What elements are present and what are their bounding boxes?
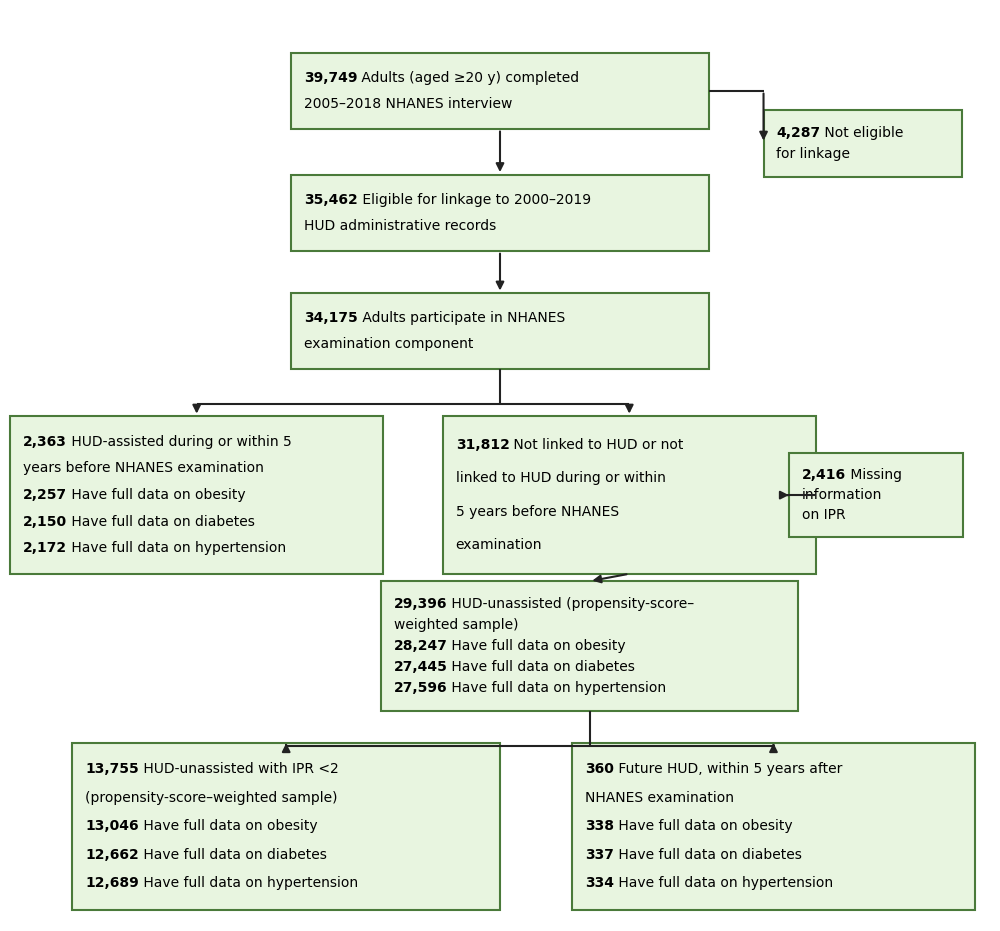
Text: 2,150: 2,150: [23, 515, 67, 529]
Text: 13,046: 13,046: [85, 819, 139, 833]
Text: 12,689: 12,689: [85, 876, 139, 890]
Text: HUD-unassisted with IPR <2: HUD-unassisted with IPR <2: [139, 762, 339, 776]
Text: information: information: [802, 488, 882, 502]
Text: Not linked to HUD or not: Not linked to HUD or not: [509, 439, 684, 452]
Text: 2,257: 2,257: [23, 488, 67, 502]
Text: 39,749: 39,749: [304, 71, 358, 85]
Text: 27,596: 27,596: [394, 681, 447, 695]
Text: 28,247: 28,247: [394, 639, 447, 653]
Text: Have full data on hypertension: Have full data on hypertension: [614, 876, 833, 890]
Text: Have full data on obesity: Have full data on obesity: [614, 819, 792, 833]
Text: Have full data on hypertension: Have full data on hypertension: [447, 681, 666, 695]
Text: examination component: examination component: [304, 337, 473, 351]
FancyBboxPatch shape: [72, 743, 500, 910]
Text: 2,363: 2,363: [23, 435, 67, 449]
Text: years before NHANES examination: years before NHANES examination: [23, 462, 264, 476]
Text: 2,172: 2,172: [23, 542, 67, 556]
Text: Have full data on diabetes: Have full data on diabetes: [67, 515, 255, 529]
FancyBboxPatch shape: [291, 293, 709, 370]
FancyBboxPatch shape: [291, 175, 709, 250]
Text: HUD-unassisted (propensity-score–: HUD-unassisted (propensity-score–: [447, 597, 694, 611]
Text: (propensity-score–weighted sample): (propensity-score–weighted sample): [85, 791, 338, 805]
Text: 29,396: 29,396: [394, 597, 447, 611]
Text: Have full data on diabetes: Have full data on diabetes: [447, 660, 635, 674]
Text: weighted sample): weighted sample): [394, 618, 518, 632]
Text: 2005–2018 NHANES interview: 2005–2018 NHANES interview: [304, 97, 512, 111]
Text: HUD-assisted during or within 5: HUD-assisted during or within 5: [67, 435, 292, 449]
Text: Have full data on hypertension: Have full data on hypertension: [67, 542, 286, 556]
Text: Have full data on obesity: Have full data on obesity: [447, 639, 626, 653]
Text: 4,287: 4,287: [776, 126, 821, 140]
FancyBboxPatch shape: [443, 416, 816, 573]
FancyBboxPatch shape: [764, 110, 962, 177]
FancyBboxPatch shape: [381, 581, 798, 710]
Text: 12,662: 12,662: [85, 848, 139, 862]
Text: 35,462: 35,462: [304, 193, 358, 207]
Text: 337: 337: [585, 848, 614, 862]
Text: Not eligible: Not eligible: [820, 126, 904, 140]
FancyBboxPatch shape: [291, 53, 709, 128]
Text: Adults participate in NHANES: Adults participate in NHANES: [358, 311, 565, 325]
Text: NHANES examination: NHANES examination: [585, 791, 734, 805]
Text: Have full data on hypertension: Have full data on hypertension: [139, 876, 358, 890]
FancyBboxPatch shape: [10, 416, 383, 573]
Text: 2,416: 2,416: [802, 468, 846, 482]
Text: examination: examination: [456, 538, 542, 552]
Text: on IPR: on IPR: [802, 507, 845, 522]
Text: 31,812: 31,812: [456, 439, 510, 452]
Text: 13,755: 13,755: [85, 762, 139, 776]
Text: linked to HUD during or within: linked to HUD during or within: [456, 471, 666, 485]
Text: Have full data on obesity: Have full data on obesity: [67, 488, 246, 502]
Text: Adults (aged ≥20 y) completed: Adults (aged ≥20 y) completed: [357, 71, 579, 85]
Text: Eligible for linkage to 2000–2019: Eligible for linkage to 2000–2019: [358, 193, 591, 207]
Text: HUD administrative records: HUD administrative records: [304, 219, 496, 233]
FancyBboxPatch shape: [789, 453, 963, 537]
Text: 360: 360: [585, 762, 614, 776]
Text: 34,175: 34,175: [304, 311, 358, 325]
Text: 338: 338: [585, 819, 614, 833]
Text: 5 years before NHANES: 5 years before NHANES: [456, 505, 619, 519]
Text: for linkage: for linkage: [776, 147, 850, 161]
Text: Future HUD, within 5 years after: Future HUD, within 5 years after: [614, 762, 842, 776]
Text: Have full data on obesity: Have full data on obesity: [139, 819, 317, 833]
Text: 334: 334: [585, 876, 614, 890]
Text: Missing: Missing: [846, 468, 902, 482]
Text: Have full data on diabetes: Have full data on diabetes: [614, 848, 802, 862]
Text: 27,445: 27,445: [394, 660, 447, 674]
FancyBboxPatch shape: [572, 743, 975, 910]
Text: Have full data on diabetes: Have full data on diabetes: [139, 848, 327, 862]
